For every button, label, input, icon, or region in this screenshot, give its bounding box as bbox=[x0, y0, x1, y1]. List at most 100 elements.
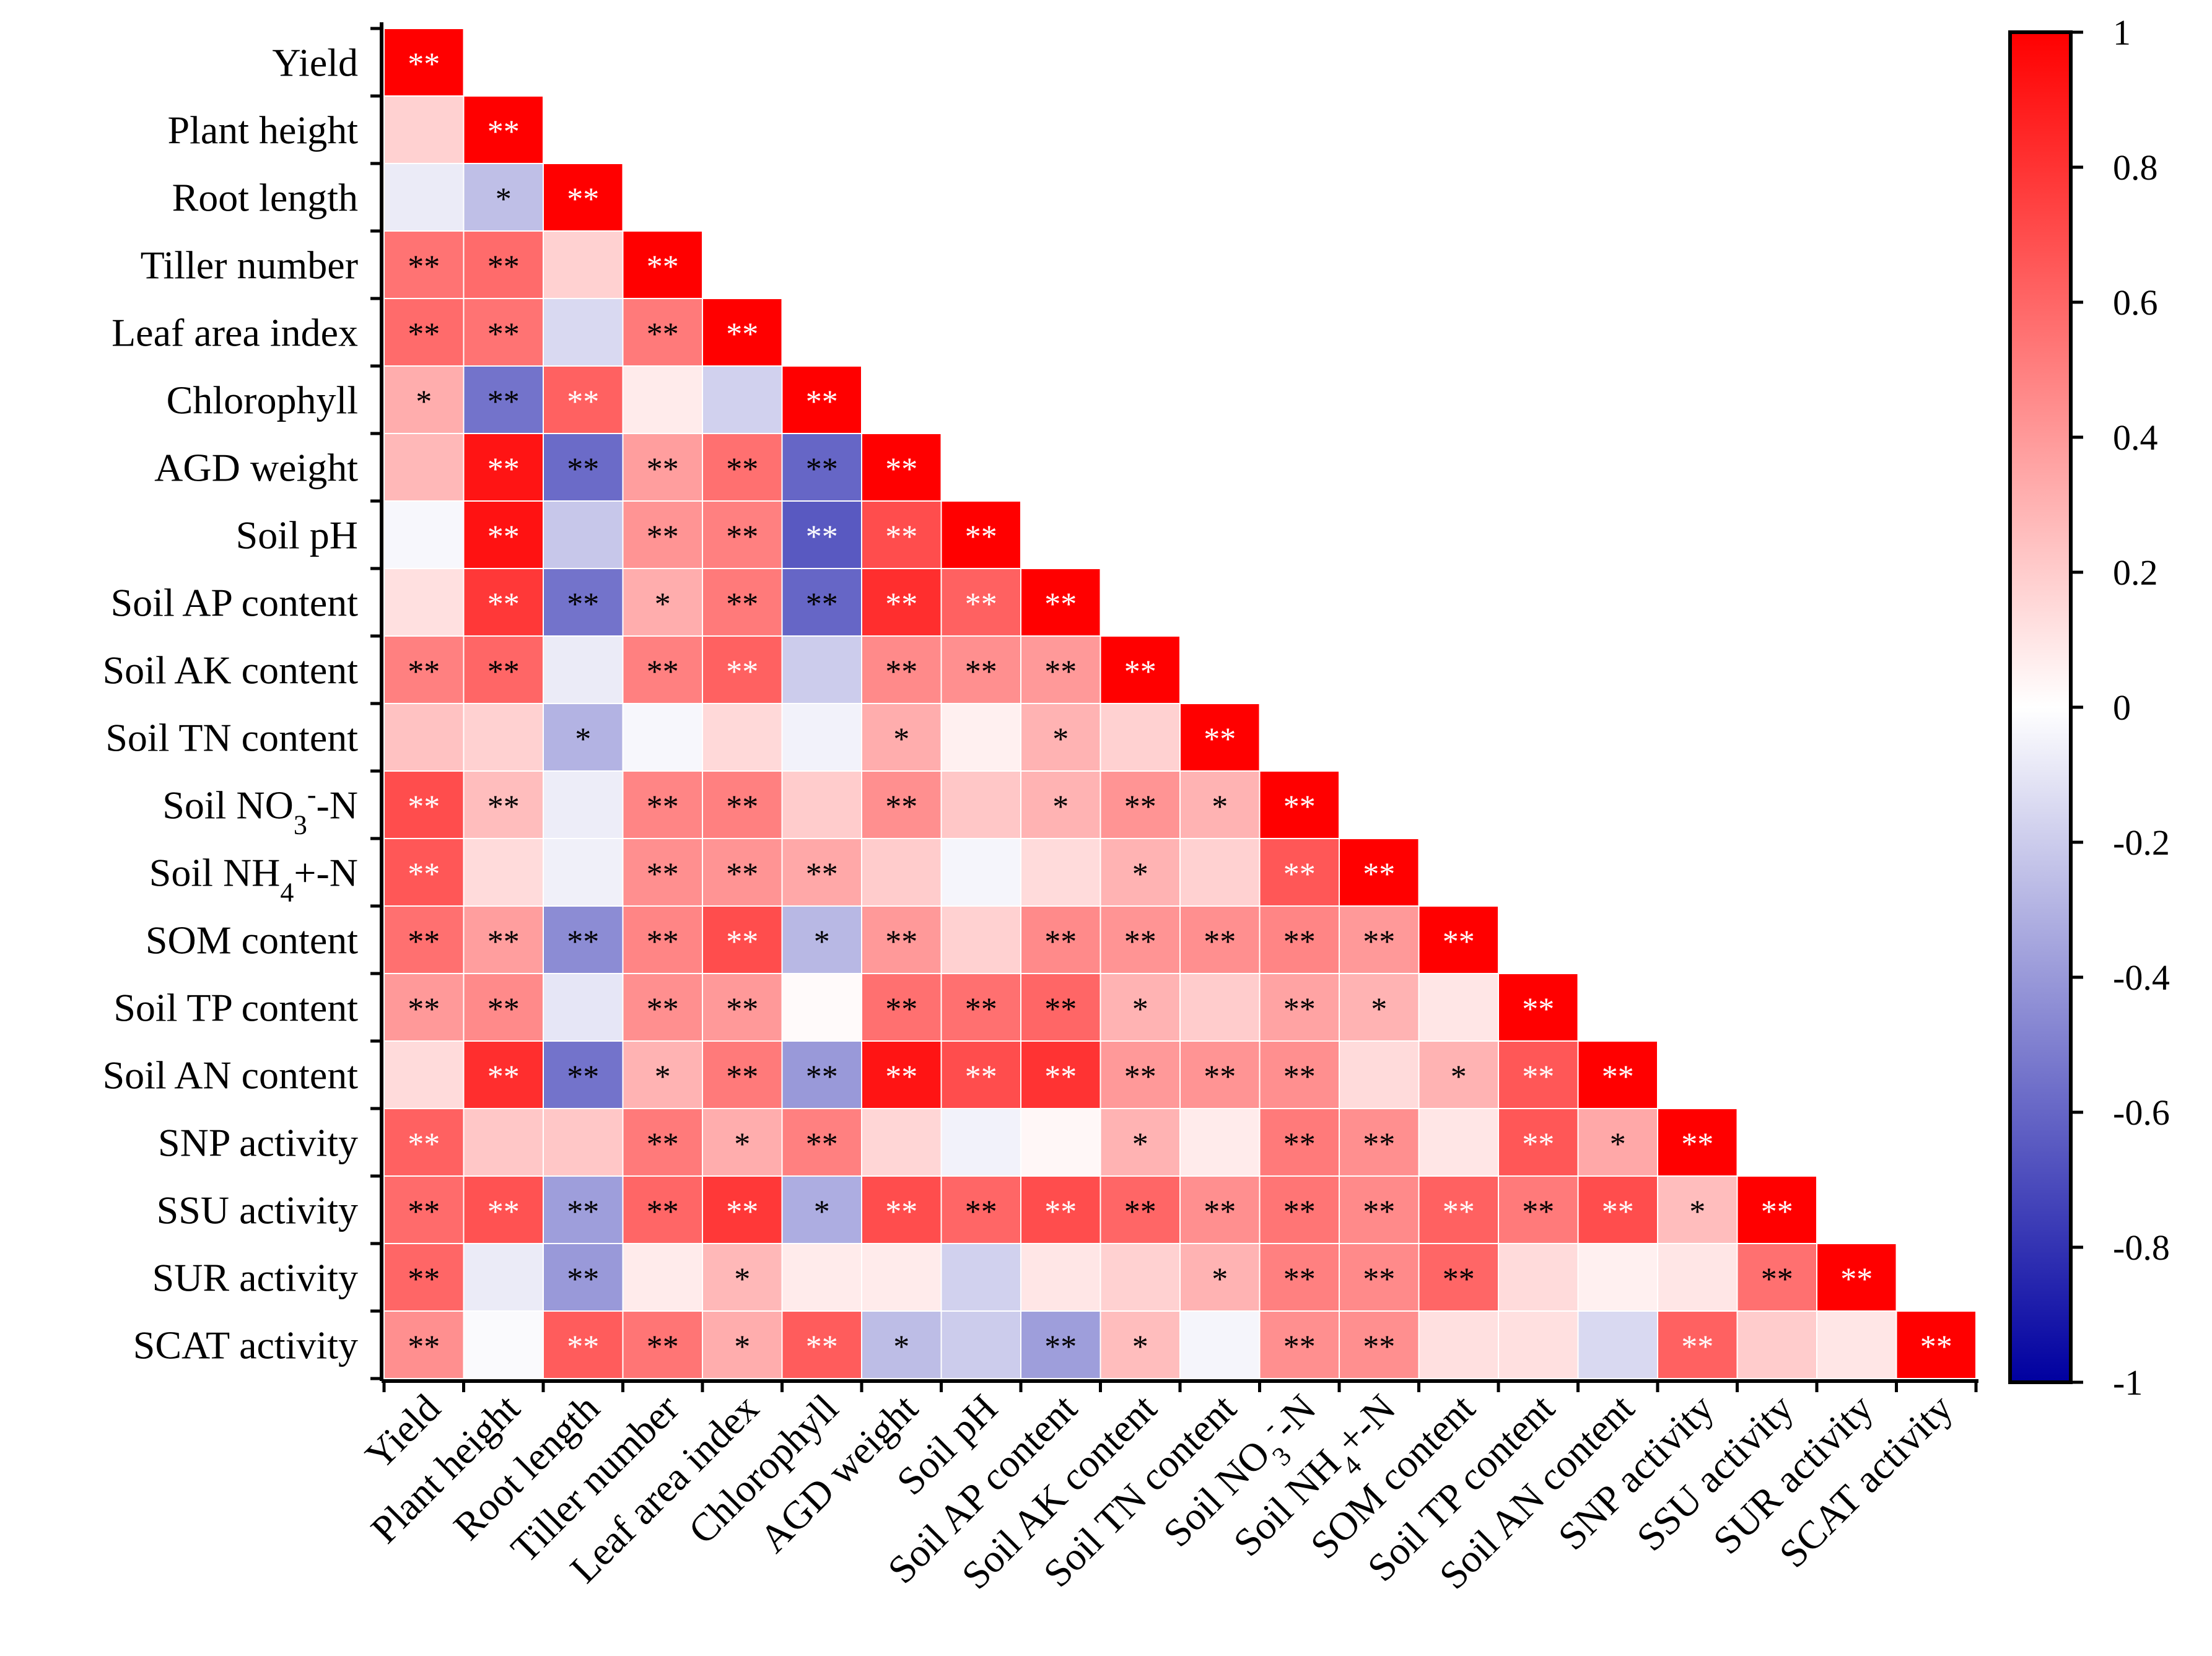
colorbar-tick-label-5: 0 bbox=[2113, 687, 2131, 728]
significance-15-14: ** bbox=[1522, 1060, 1554, 1095]
significance-18-11: ** bbox=[1283, 1262, 1316, 1297]
cell-14-6 bbox=[861, 973, 942, 1042]
cell-9-2 bbox=[543, 635, 624, 704]
cell-8-0 bbox=[383, 568, 465, 637]
cell-16-0 bbox=[383, 1108, 465, 1177]
significance-4-1: ** bbox=[487, 317, 520, 352]
significance-9-8: ** bbox=[1044, 655, 1077, 690]
cell-13-4 bbox=[702, 905, 783, 974]
significance-4-3: ** bbox=[647, 317, 679, 352]
label-part: -N bbox=[316, 783, 358, 827]
row-label-13: SOM content bbox=[146, 918, 358, 962]
cell-6-1 bbox=[463, 433, 544, 502]
cell-2-1 bbox=[463, 163, 544, 232]
colorbar: 1 0.8 0.6 0.4 0.2 0 -0.2 -0.4 -0.6 -0.8 -1 bbox=[2008, 12, 2170, 1403]
significance-5-1: ** bbox=[487, 385, 520, 420]
row-label-15: Soil AN content bbox=[103, 1053, 359, 1097]
cell-19-0 bbox=[383, 1310, 465, 1379]
row-label-6: AGD weight bbox=[154, 446, 358, 490]
colorbar-tick-label-2: 0.6 bbox=[2113, 282, 2158, 323]
significance-15-15: ** bbox=[1602, 1060, 1634, 1095]
significance-11-10: * bbox=[1212, 790, 1228, 825]
significance-19-6: * bbox=[893, 1330, 909, 1365]
significance-19-0: ** bbox=[408, 1330, 440, 1365]
cell-2-0 bbox=[383, 163, 465, 232]
cell-9-0 bbox=[383, 635, 465, 704]
colorbar-tick-label-6: -0.2 bbox=[2113, 822, 2170, 863]
significance-11-3: ** bbox=[647, 790, 679, 825]
significance-18-17: ** bbox=[1761, 1262, 1793, 1297]
cell-18-12 bbox=[1339, 1243, 1420, 1312]
significance-17-12: ** bbox=[1363, 1195, 1395, 1230]
significance-13-13: ** bbox=[1443, 925, 1475, 960]
cell-12-8 bbox=[1020, 838, 1101, 907]
cell-7-0 bbox=[383, 500, 465, 569]
cell-3-1 bbox=[463, 230, 544, 299]
significance-6-3: ** bbox=[647, 452, 679, 487]
cell-13-7 bbox=[940, 905, 1021, 974]
cell-15-8 bbox=[1020, 1040, 1101, 1109]
cell-18-9 bbox=[1099, 1243, 1181, 1312]
significance-11-11: ** bbox=[1283, 790, 1316, 825]
cell-15-10 bbox=[1179, 1040, 1261, 1109]
significance-16-14: ** bbox=[1522, 1127, 1554, 1162]
row-label-3: Tiller number bbox=[141, 243, 358, 287]
cell-16-7 bbox=[940, 1108, 1021, 1177]
significance-7-3: ** bbox=[647, 520, 679, 555]
cell-18-0 bbox=[383, 1243, 465, 1312]
significance-17-4: ** bbox=[726, 1195, 758, 1230]
significance-3-1: ** bbox=[487, 250, 520, 285]
cell-16-11 bbox=[1259, 1108, 1340, 1177]
row-label-12: Soil NH4+-N bbox=[149, 851, 358, 908]
significance-8-8: ** bbox=[1044, 587, 1077, 622]
significance-16-11: ** bbox=[1283, 1127, 1316, 1162]
cell-12-7 bbox=[940, 838, 1021, 907]
cell-18-2 bbox=[543, 1243, 624, 1312]
significance-12-5: ** bbox=[806, 857, 838, 892]
colorbar-tick-label-10: -1 bbox=[2113, 1362, 2143, 1403]
significance-16-0: ** bbox=[408, 1127, 440, 1162]
significance-13-8: ** bbox=[1044, 925, 1077, 960]
cell-6-6 bbox=[861, 433, 942, 502]
significance-15-13: * bbox=[1451, 1060, 1467, 1095]
cell-19-1 bbox=[463, 1310, 544, 1379]
significance-15-9: ** bbox=[1124, 1060, 1156, 1095]
cell-12-6 bbox=[861, 838, 942, 907]
row-label-0: Yield bbox=[272, 41, 358, 85]
cell-19-12 bbox=[1339, 1310, 1420, 1379]
significance-13-1: ** bbox=[487, 925, 520, 960]
cell-17-6 bbox=[861, 1175, 942, 1244]
significance-2-1: * bbox=[496, 182, 512, 217]
cell-6-4 bbox=[702, 433, 783, 502]
cell-5-2 bbox=[543, 365, 624, 434]
cell-15-11 bbox=[1259, 1040, 1340, 1109]
significance-15-7: ** bbox=[965, 1060, 997, 1095]
significance-1-1: ** bbox=[487, 115, 520, 150]
significance-8-2: ** bbox=[567, 587, 599, 622]
cell-17-9 bbox=[1099, 1175, 1181, 1244]
significance-17-10: ** bbox=[1204, 1195, 1236, 1230]
significance-7-5: ** bbox=[806, 520, 838, 555]
cell-5-3 bbox=[622, 365, 703, 434]
significance-15-3: * bbox=[655, 1060, 671, 1095]
significance-12-0: ** bbox=[408, 857, 440, 892]
significance-7-6: ** bbox=[885, 520, 917, 555]
colorbar-tick-label-1: 0.8 bbox=[2113, 147, 2158, 188]
cell-6-5 bbox=[781, 433, 862, 502]
significance-6-4: ** bbox=[726, 452, 758, 487]
cell-18-15 bbox=[1577, 1243, 1658, 1312]
cell-15-14 bbox=[1498, 1040, 1579, 1109]
cell-18-11 bbox=[1259, 1243, 1340, 1312]
cell-19-13 bbox=[1418, 1310, 1499, 1379]
cell-17-14 bbox=[1498, 1175, 1579, 1244]
cell-17-17 bbox=[1736, 1175, 1817, 1244]
colorbar-tick-label-7: -0.4 bbox=[2113, 957, 2170, 998]
cell-18-1 bbox=[463, 1243, 544, 1312]
colorbar-gradient bbox=[2008, 30, 2073, 1384]
cell-4-2 bbox=[543, 298, 624, 367]
cell-12-4 bbox=[702, 838, 783, 907]
cell-14-14 bbox=[1498, 973, 1579, 1042]
row-label-17: SSU activity bbox=[157, 1188, 358, 1232]
